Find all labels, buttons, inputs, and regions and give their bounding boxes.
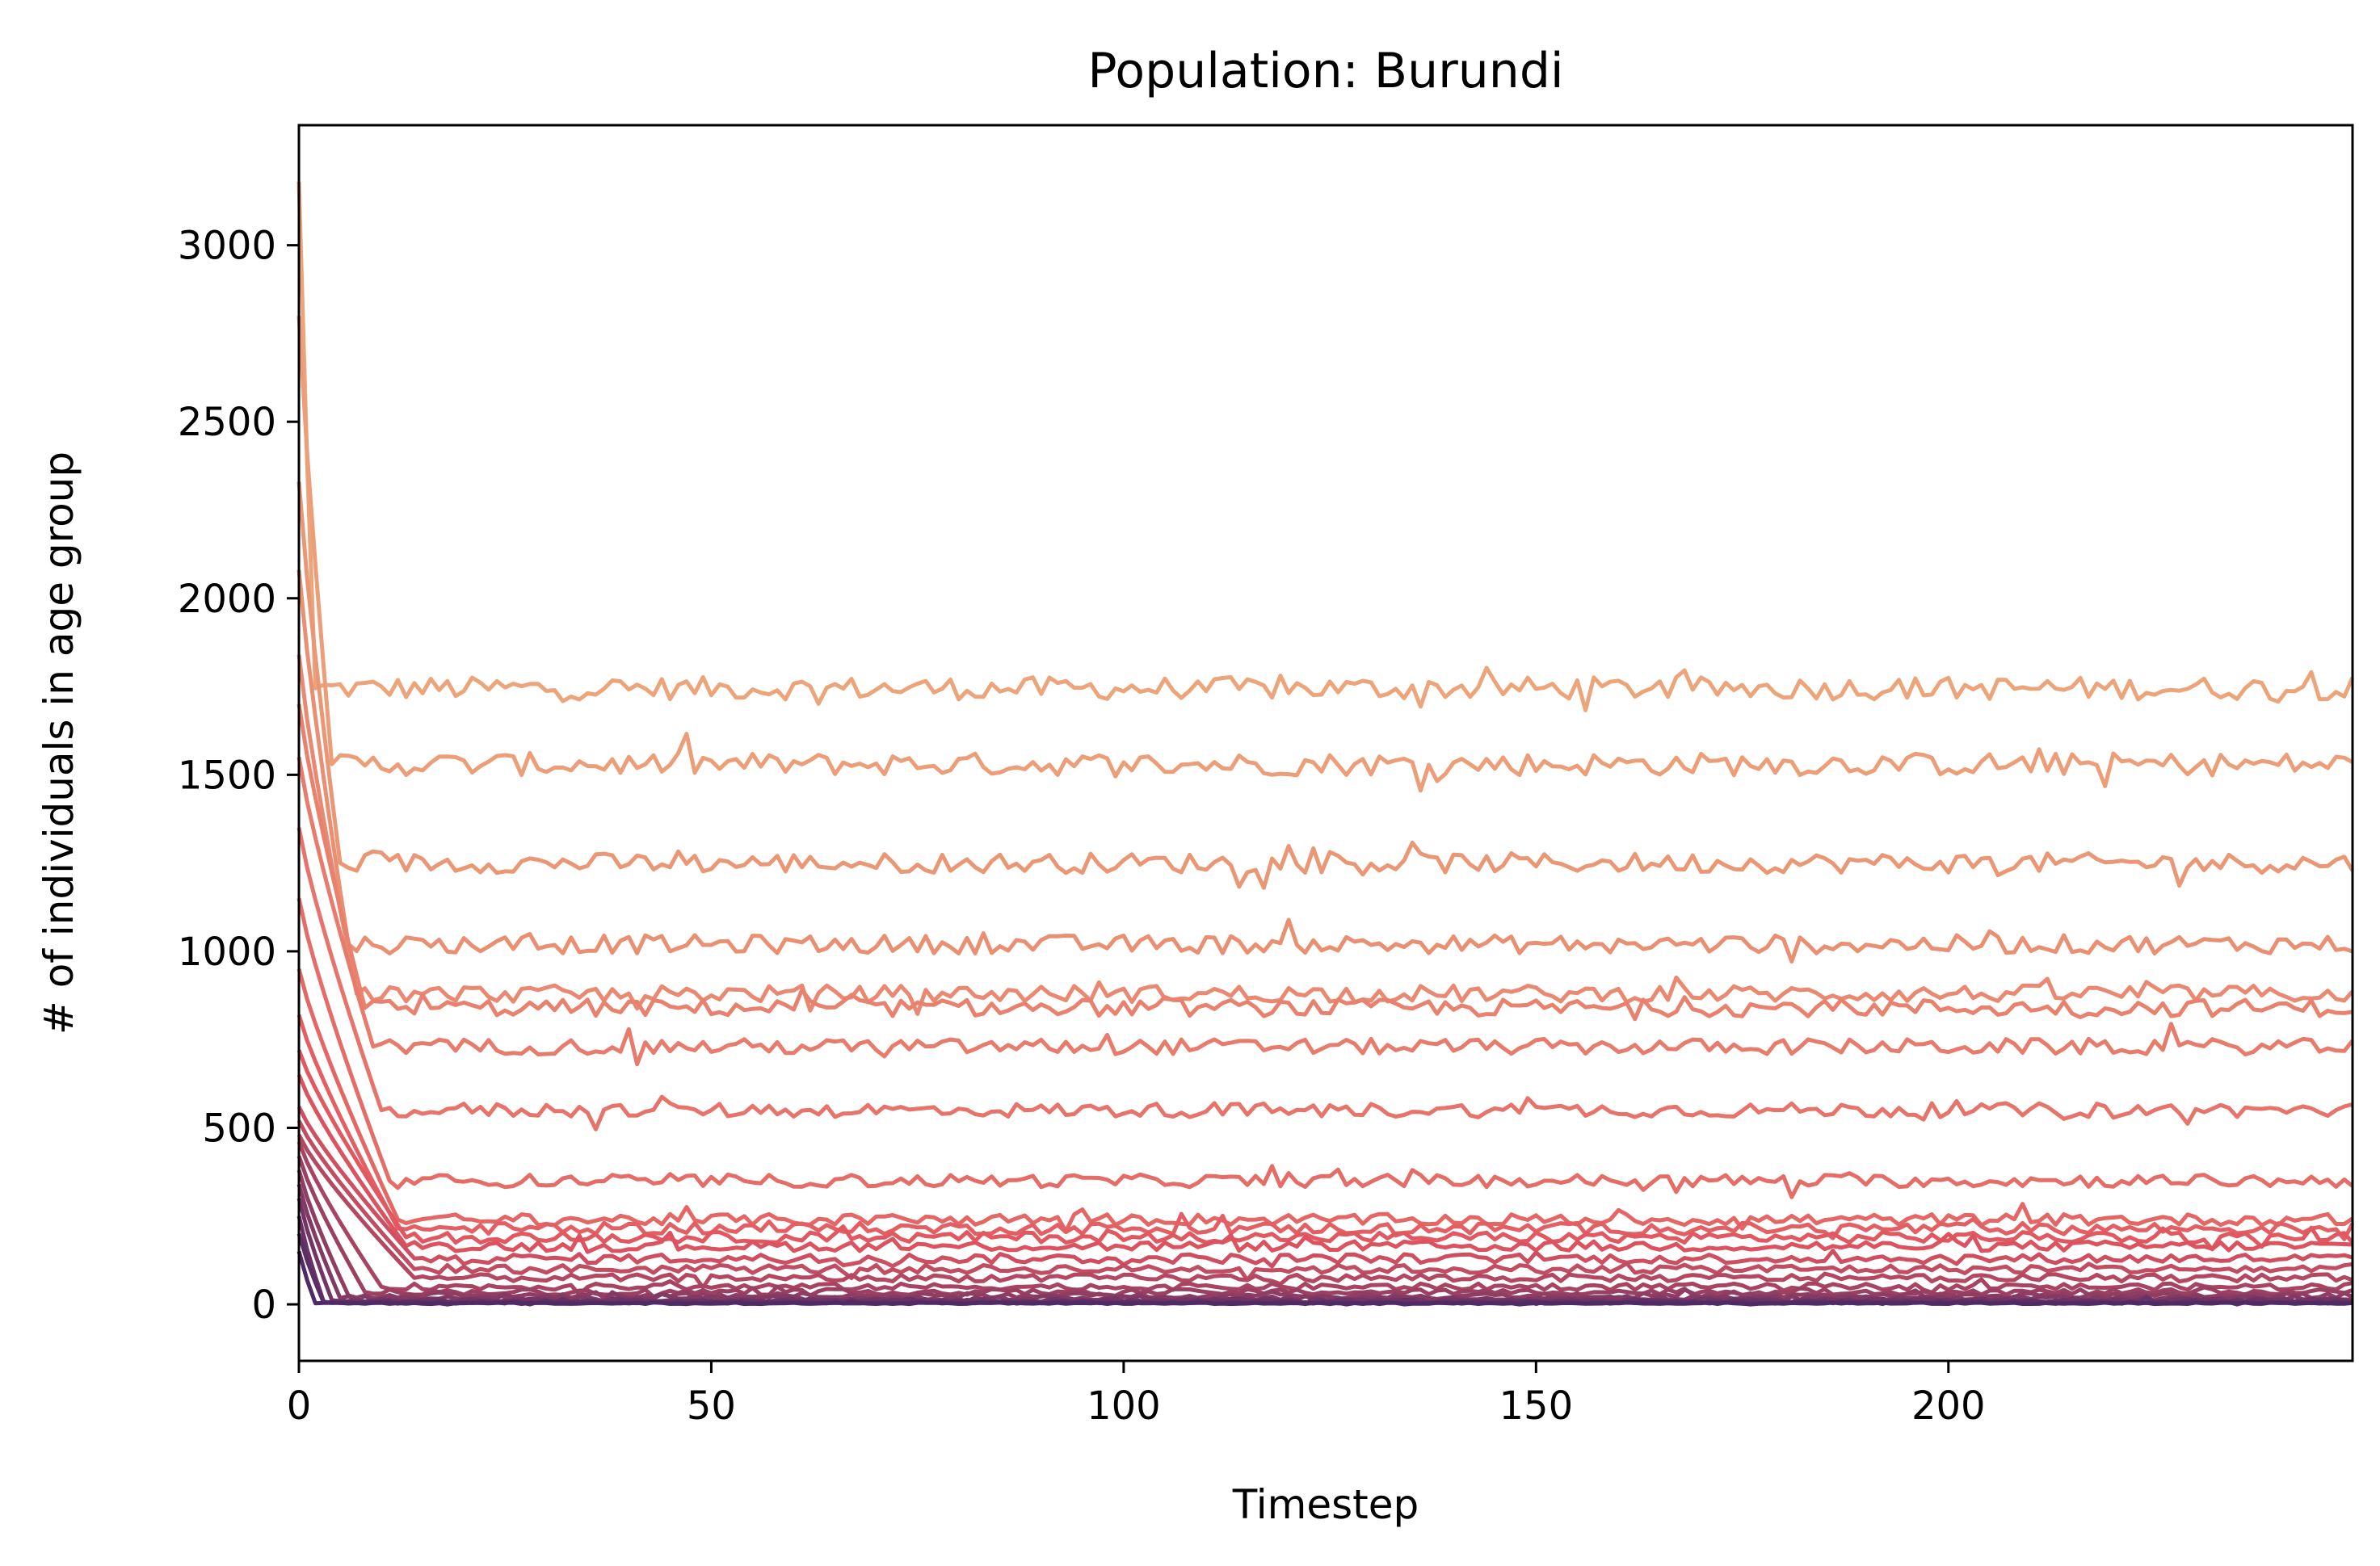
x-axis-label: Timestep <box>1232 1481 1419 1528</box>
series-line <box>296 654 2354 1016</box>
series-lines <box>296 181 2355 1307</box>
series-line <box>296 703 2353 1022</box>
series-line <box>296 1049 2354 1252</box>
series-line <box>296 1155 2353 1299</box>
y-axis-label: # of individuals in age group <box>36 451 82 1035</box>
series-line <box>296 968 2354 1233</box>
series-line <box>296 757 2354 1067</box>
y-tick-label: 2500 <box>178 400 276 445</box>
x-tick-label: 150 <box>1499 1383 1574 1429</box>
series-line <box>296 897 2354 1199</box>
series-line <box>296 1073 2353 1254</box>
series-line <box>296 481 2355 890</box>
y-tick-label: 0 <box>251 1283 276 1328</box>
y-tick-label: 1000 <box>178 930 276 975</box>
x-tick-label: 50 <box>687 1383 736 1429</box>
series-line <box>296 827 2353 1131</box>
series-line <box>296 1119 2353 1283</box>
y-tick-label: 3000 <box>178 224 276 269</box>
series-line <box>296 1106 2353 1269</box>
series-line <box>296 1134 2353 1290</box>
y-tick-label: 1500 <box>178 753 276 798</box>
chart-title: Population: Burundi <box>1087 43 1563 99</box>
x-axis-ticks: 0 50 100 150 200 <box>287 1361 1986 1429</box>
series-line <box>296 1250 2353 1307</box>
y-axis-ticks: 0 500 1000 1500 2000 2500 3000 <box>178 224 299 1328</box>
series-line <box>296 1014 2355 1241</box>
series-line <box>296 569 2353 964</box>
x-tick-label: 0 <box>287 1383 312 1429</box>
x-tick-label: 100 <box>1087 1383 1161 1429</box>
series-line <box>296 181 2355 712</box>
series-line <box>296 1141 2353 1297</box>
x-tick-label: 200 <box>1911 1383 1986 1429</box>
series-line <box>296 315 2354 793</box>
y-tick-label: 2000 <box>178 577 276 622</box>
y-tick-label: 500 <box>202 1106 276 1151</box>
plot-frame <box>297 124 2354 1362</box>
